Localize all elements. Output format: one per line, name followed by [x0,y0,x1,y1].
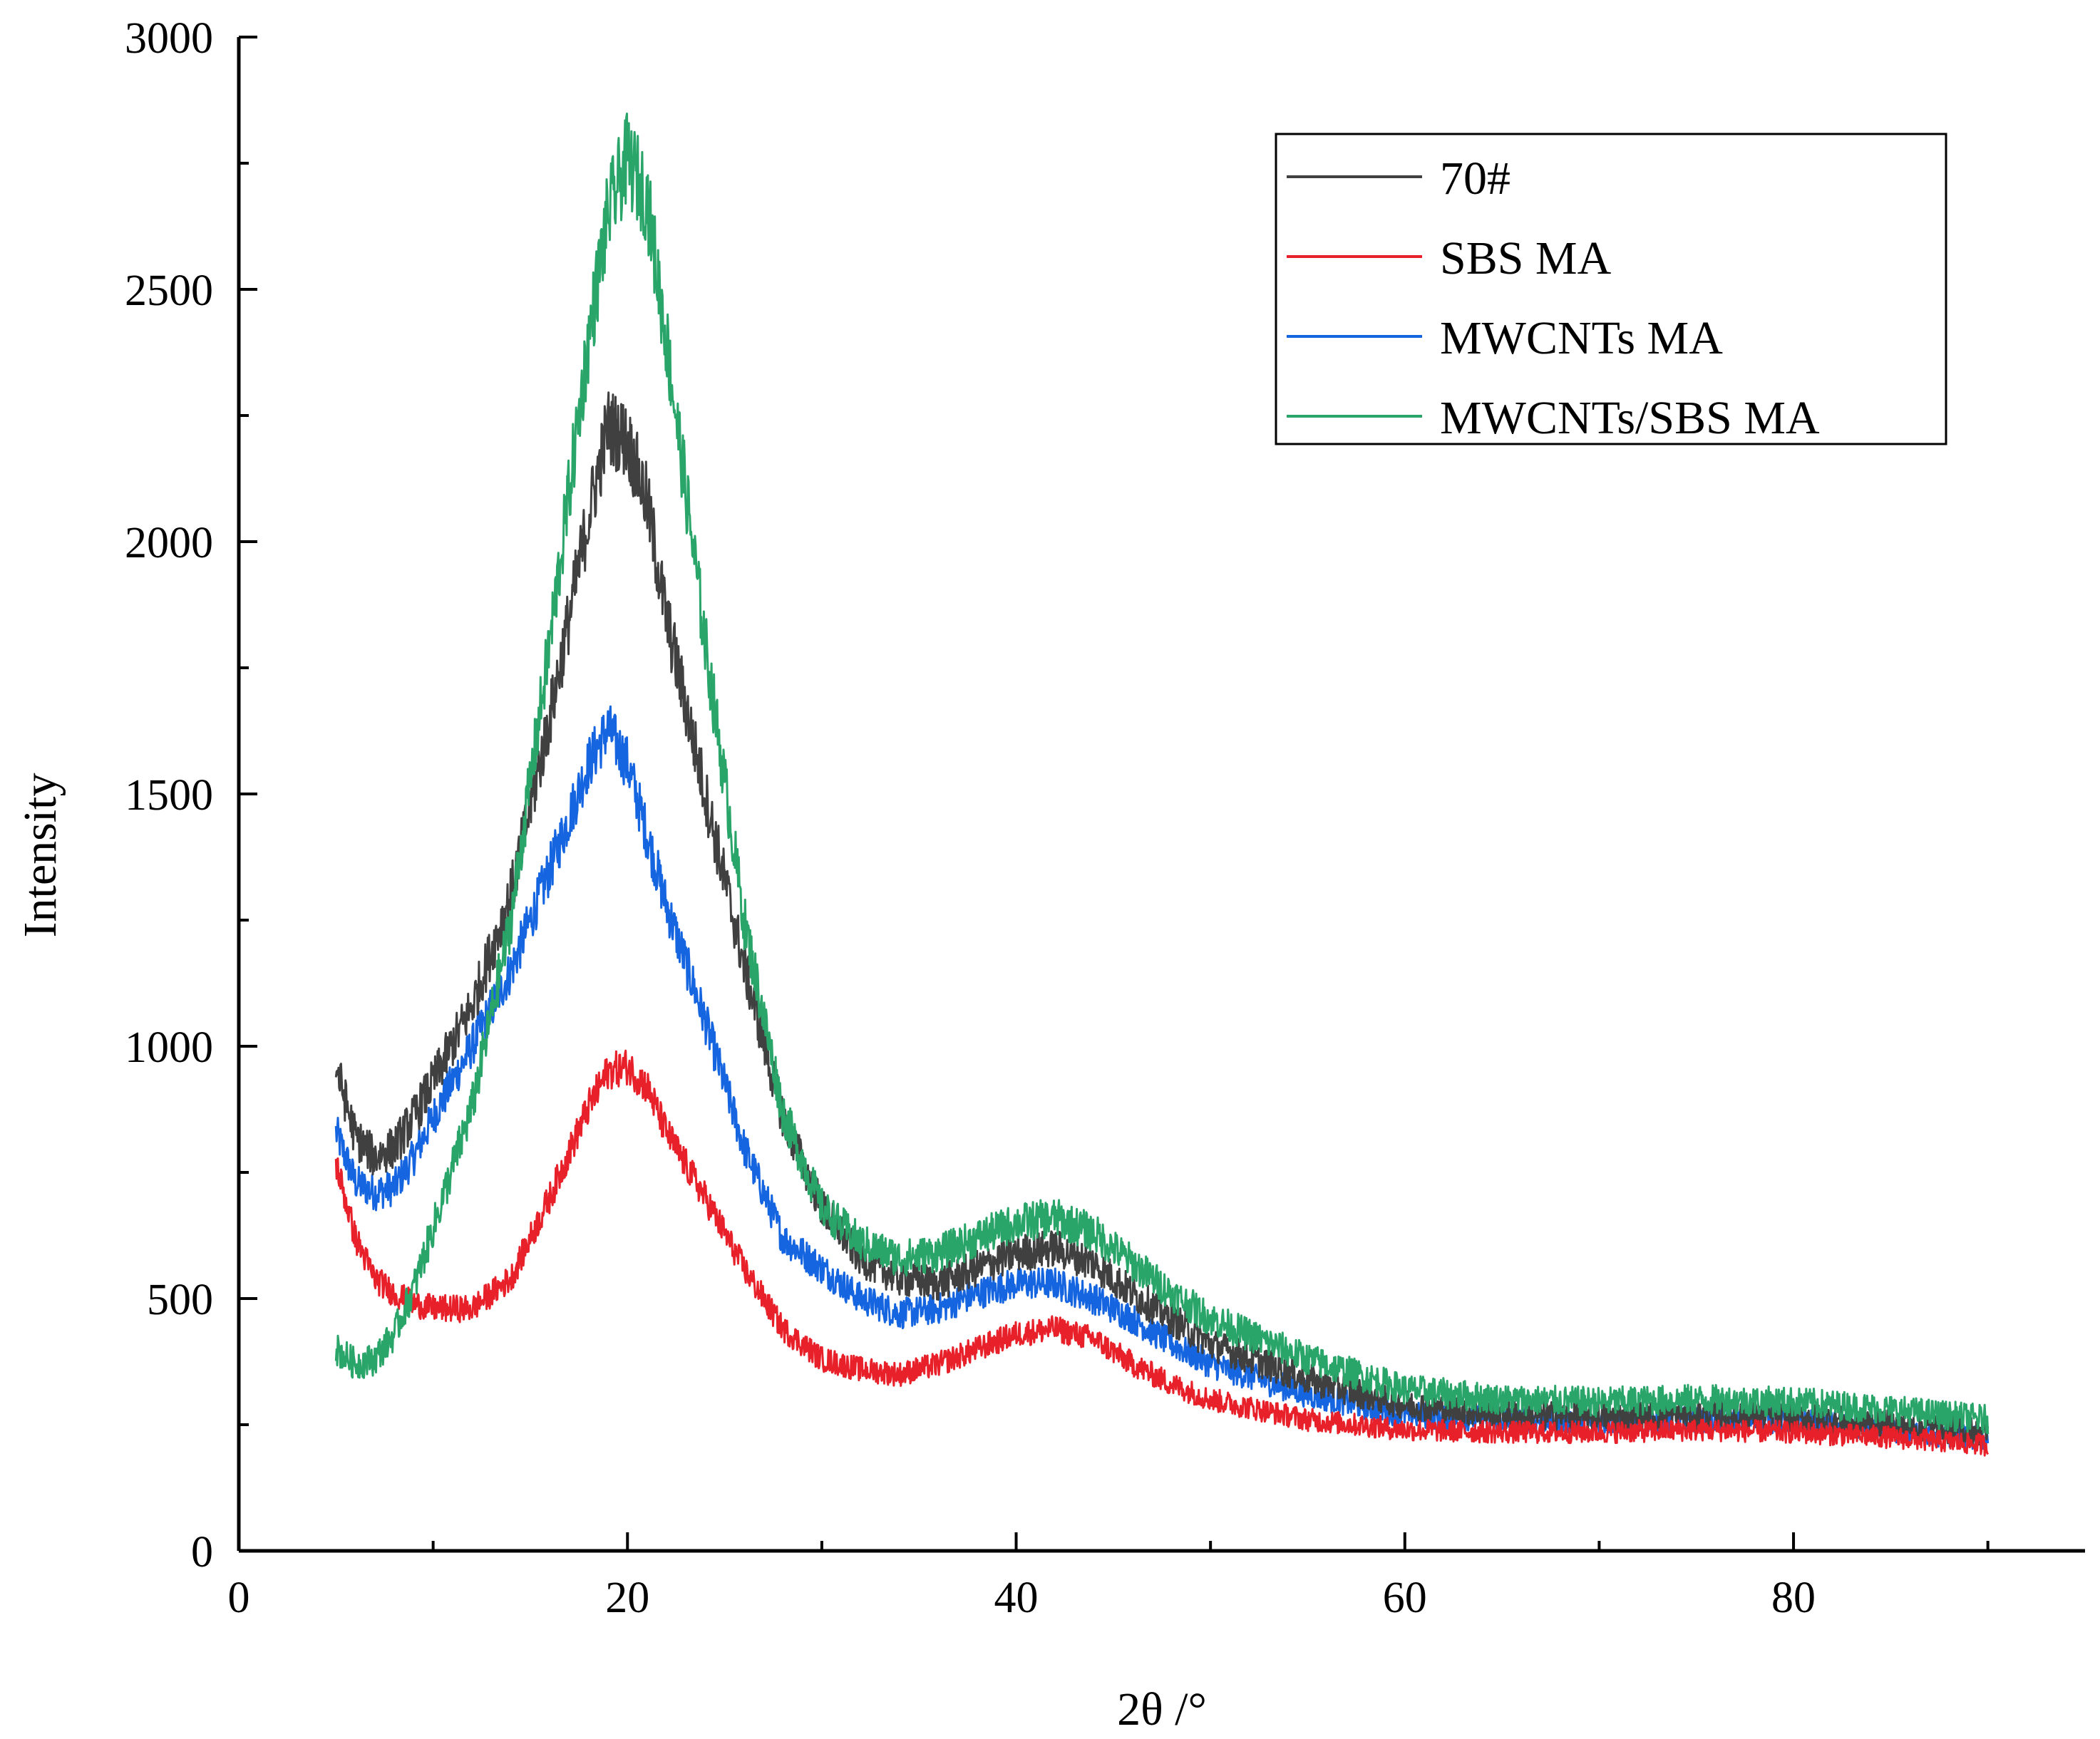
x-tick-label: 80 [1771,1574,1816,1622]
legend-label: MWCNTs MA [1440,312,1723,364]
y-tick-label: 0 [191,1528,213,1577]
legend-label: SBS MA [1440,232,1612,284]
legend: 70# SBS MA MWCNTs MA MWCNTs/SBS MA [1275,133,1947,445]
y-tick-label: 2500 [125,267,213,315]
y-tick-label: 1500 [125,771,213,820]
y-axis-title: Intensity [14,773,66,938]
x-axis-title: 2θ /° [1117,1683,1207,1735]
y-tick-label: 500 [147,1276,213,1324]
x-tick-label: 0 [228,1574,250,1622]
series-line-mwcnts-ma [334,705,1990,1452]
x-tick-label: 40 [994,1574,1039,1622]
x-tick-label: 20 [605,1574,649,1622]
series-line-sbs-ma [334,1049,1990,1457]
legend-box [1275,133,1947,445]
legend-label: MWCNTs/SBS MA [1440,392,1820,444]
series-layer [334,112,1990,1457]
y-tick-label: 3000 [125,14,213,63]
ticks: 0 20 40 60 80 0 500 1000 1500 2000 2500 3000 [125,14,1990,1622]
legend-label: 70# [1440,153,1510,205]
series-line-mwcnts-sbs-ma [334,112,1990,1435]
y-tick-label: 1000 [125,1023,213,1072]
legend-items: 70# SBS MA MWCNTs MA MWCNTs/SBS MA [1287,153,1820,444]
x-tick-label: 60 [1383,1574,1427,1622]
y-tick-label: 2000 [125,519,213,567]
